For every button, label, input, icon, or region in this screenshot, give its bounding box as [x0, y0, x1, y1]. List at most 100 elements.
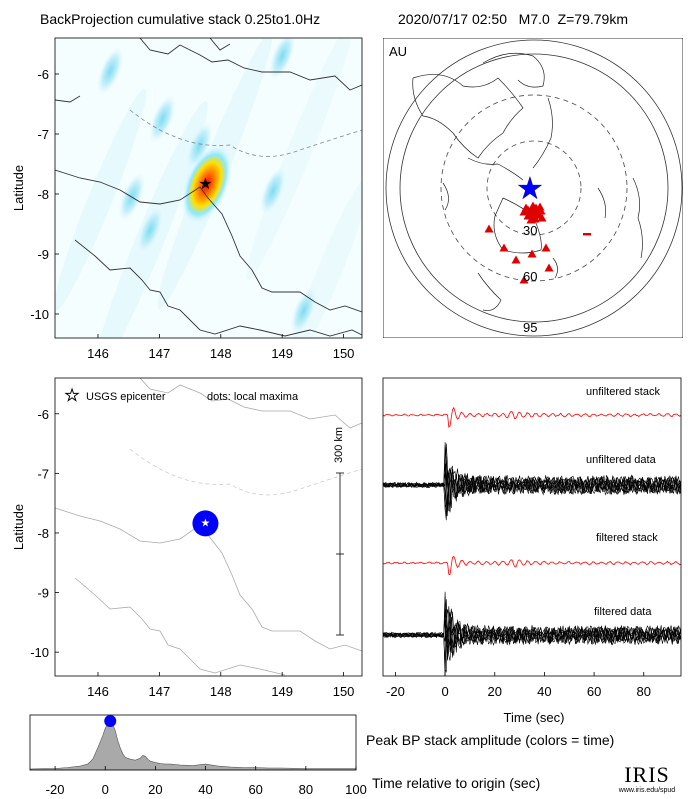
data-trace: [383, 609, 681, 667]
ring-30: [486, 140, 582, 236]
maxima-coastline: [55, 378, 362, 676]
maxima-ytick-label: -6: [37, 407, 49, 422]
ring-60: [440, 94, 628, 282]
ring-outer: [385, 39, 683, 337]
bp-y-ticks: -6 -7 -8 -9 -10: [30, 67, 59, 322]
peak-xtick-label: 80: [299, 782, 313, 797]
station-triangle: [535, 202, 545, 211]
ring-label-60: 60: [523, 269, 537, 284]
maxima-xtick-label: 149: [271, 684, 293, 699]
iris-logo-url: www.iris.edu/spud: [618, 787, 676, 794]
peak-amplitude-area: [29, 720, 357, 771]
peak-xtick-label: 60: [248, 782, 262, 797]
iris-logo-text: IRIS: [624, 762, 670, 787]
bp-xtick-label: 150: [333, 346, 355, 361]
bp-xtick-label: 149: [271, 346, 293, 361]
peak-xtick-label: 40: [198, 782, 212, 797]
bp-ytick-label: -7: [37, 127, 49, 142]
station-triangle: [537, 213, 547, 222]
peak-xtick-label: -20: [46, 782, 65, 797]
bp-title: BackProjection cumulative stack 0.25to1.…: [40, 11, 321, 27]
maxima-ylabel: Latitude: [11, 504, 26, 550]
bp-xtick-label: 146: [87, 346, 109, 361]
label-unfiltered-stack: unfiltered stack: [586, 386, 660, 398]
bp-ytick-label: -10: [30, 307, 49, 322]
traces-xtick-label: 40: [537, 684, 551, 699]
station-triangle: [519, 275, 529, 284]
data-trace: [383, 473, 681, 517]
bp-blob: [96, 46, 124, 96]
bp-hotspot: [180, 144, 233, 225]
bp-blob: [268, 38, 296, 81]
label-filtered-data: filtered data: [594, 606, 652, 618]
traces-xtick-label: 60: [587, 684, 601, 699]
traces-xtick-label: 0: [441, 684, 448, 699]
data-trace: [383, 443, 681, 512]
label-filtered-stack: filtered stack: [596, 532, 658, 544]
station-triangle: [526, 215, 536, 224]
bp-map-panel: ★ 146 147 148 149 150 -6 -7 -8 -9 -10 Latitude: [11, 37, 363, 361]
station-triangle: [544, 263, 554, 272]
peak-xtick-label: 20: [148, 782, 162, 797]
peak-xtick-label: 0: [102, 782, 109, 797]
bp-x-ticks: 146 147 148 149 150: [87, 334, 354, 361]
bp-blob: [149, 94, 176, 144]
data-trace: [383, 622, 681, 673]
bp-blob: [185, 121, 213, 171]
maxima-xtick-label: 146: [87, 684, 109, 699]
ring-label-95: 95: [523, 320, 537, 335]
peak-xlabel: Time relative to origin (sec): [372, 775, 541, 791]
bp-ylabel: Latitude: [11, 165, 26, 211]
station-triangle: [527, 249, 537, 258]
data-trace: [383, 612, 681, 658]
coastline: [55, 38, 362, 337]
stack-trace: [383, 406, 681, 428]
maxima-ytick-label: -10: [30, 645, 49, 660]
maxima-xtick-label: 147: [149, 684, 171, 699]
station-epicenter-star-icon: ★: [517, 173, 544, 206]
bp-xtick-label: 147: [149, 346, 171, 361]
network-label: AU: [389, 44, 407, 59]
epicenter-star-icon: ★: [198, 176, 212, 193]
trace-layer: [383, 406, 681, 676]
bp-ytick-label: -6: [37, 67, 49, 82]
local-maximum-dot: [192, 510, 219, 537]
station-triangle: [521, 203, 531, 212]
station-triangle: [511, 255, 521, 264]
peak-marker: [104, 715, 117, 727]
station-markers: [484, 201, 591, 284]
peak-xtick-label: 100: [345, 782, 367, 797]
maxima-ytick-label: -9: [37, 586, 49, 601]
bp-blob: [259, 166, 287, 216]
station-triangle: [499, 243, 509, 252]
maxima-plate-boundary: [129, 448, 362, 496]
data-trace: [383, 608, 681, 649]
maxima-xtick-label: 150: [333, 684, 355, 699]
ring-label-30: 30: [523, 223, 537, 238]
stack-trace: [383, 555, 681, 576]
maxima-y-ticks: -6 -7 -8 -9 -10: [30, 407, 59, 660]
maxima-map-panel: 300 km ★ ★ USGS epicenter dots: local ma…: [11, 377, 363, 699]
plate-boundary: [129, 109, 362, 157]
bp-blob: [136, 205, 164, 255]
bp-ytick-label: -9: [37, 247, 49, 262]
traces-x-ticks: -20 0 20 40 60 80: [386, 672, 651, 699]
traces-xtick-label: 80: [637, 684, 651, 699]
traces-xlabel: Time (sec): [504, 710, 565, 725]
event-info: 2020/07/17 02:50 M7.0 Z=79.79km: [398, 11, 628, 27]
maxima-epicenter-star-icon: ★: [200, 517, 210, 529]
station-dash: [583, 233, 591, 236]
peak-x-ticks: -20 0 20 40 60 80 100: [46, 766, 367, 797]
legend-star-label: USGS epicenter: [86, 391, 166, 403]
legend-star-icon: ★: [65, 388, 79, 405]
traces-xtick-label: -20: [386, 684, 405, 699]
maxima-ytick-label: -7: [37, 466, 49, 481]
station-triangle: [484, 224, 494, 233]
label-unfiltered-data: unfiltered data: [586, 454, 657, 466]
local-maxima-layer: ★: [192, 510, 219, 537]
peak-panel: -20 0 20 40 60 80 100: [29, 714, 367, 797]
iris-logo: IRIS www.iris.edu/spud: [612, 764, 682, 796]
ring-95: [399, 53, 669, 323]
station-triangle: [541, 243, 551, 252]
maxima-ytick-label: -8: [37, 526, 49, 541]
